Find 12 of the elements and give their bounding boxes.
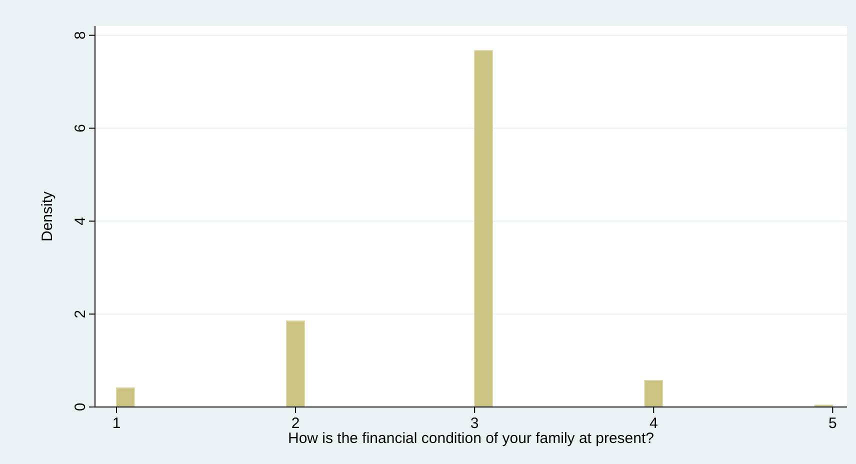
x-axis-title: How is the financial condition of your family at present? [288, 430, 654, 447]
x-tick-label: 1 [112, 415, 121, 432]
x-tick-label: 3 [470, 415, 479, 432]
y-tick-label: 4 [72, 216, 89, 226]
x-tick-label: 5 [828, 415, 837, 432]
y-tick-label: 2 [72, 310, 89, 318]
y-tick-label: 6 [72, 124, 89, 132]
x-tick-label: 2 [291, 415, 300, 432]
y-tick-label: 0 [72, 402, 89, 412]
y-tick-label: 8 [72, 31, 89, 40]
y-axis-title: Density [39, 191, 56, 242]
x-tick-label: 4 [649, 415, 658, 432]
